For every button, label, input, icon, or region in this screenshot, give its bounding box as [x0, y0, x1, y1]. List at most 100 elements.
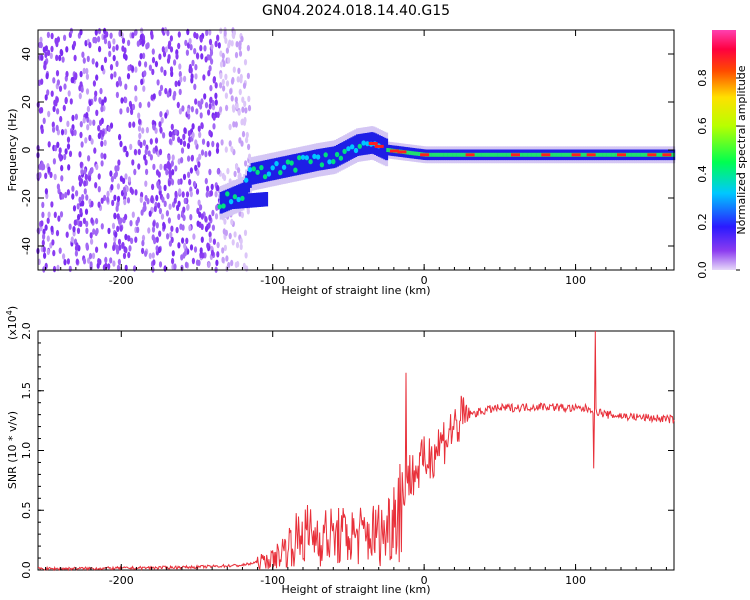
spectrogram-noise-cell — [44, 45, 49, 52]
colorbar-ticks: 0.0 0.2 0.4 0.6 0.8 — [696, 69, 740, 279]
spectrogram-ridge-branch — [245, 193, 249, 208]
spectrogram-bright-cell — [270, 165, 275, 171]
spectrogram-noise-cell — [152, 93, 156, 100]
spectrogram-noise-cell — [148, 210, 152, 217]
spectrogram-noise-cell — [131, 32, 135, 39]
spectrogram-noise-cell — [53, 173, 57, 181]
spectrogram-ylabel: Frequency (Hz) — [6, 109, 19, 192]
spectrogram-noise-cell — [158, 53, 162, 60]
spectrogram-ridge-core — [265, 160, 269, 182]
spectrogram-ridge-core — [296, 153, 299, 176]
spectrogram-cells — [36, 26, 676, 273]
spectrogram-noise-cell — [83, 188, 87, 195]
spectrogram-noise-cell — [44, 188, 49, 195]
spectrogram-noise-cell — [129, 143, 133, 151]
spectrogram-noise-cell — [144, 180, 148, 187]
spectrogram-noise-cell — [198, 153, 202, 160]
spectrogram-noise-cell — [66, 189, 70, 196]
spectrogram-noise-cell — [193, 83, 197, 91]
spectrogram-noise-cell — [44, 172, 48, 179]
spectrogram-noise-cell — [170, 225, 174, 232]
spectrogram-noise-cell — [124, 173, 128, 180]
spectrogram-steady-cell — [406, 150, 410, 155]
spectrogram-noise-cell — [144, 61, 148, 68]
spectrogram-noise-cell — [94, 182, 98, 189]
spectrogram-noise-cell — [64, 148, 68, 155]
spectrogram-noise-cell — [238, 210, 242, 217]
spectrogram-noise-cell — [170, 123, 174, 131]
spectrogram-noise-cell — [179, 223, 183, 230]
spectrogram-noise-cell — [169, 35, 173, 42]
spectrogram-noise-cell — [209, 84, 213, 92]
spectrogram-noise-cell — [97, 132, 101, 140]
spectrogram-noise-cell — [219, 106, 223, 113]
spectrogram-steady-cell — [558, 152, 562, 157]
spectrogram-noise-cell — [67, 164, 71, 171]
spectrogram-steady-cell — [502, 152, 505, 157]
spectrogram-noise-cell — [214, 40, 218, 48]
spectrogram-noise-cell — [199, 247, 203, 254]
spectrogram-noise-cell — [52, 126, 56, 133]
spectrogram-noise-cell — [231, 239, 235, 246]
spectrogram-noise-cell — [145, 168, 149, 176]
spectrogram-noise-cell — [189, 44, 193, 51]
spectrogram-noise-cell — [131, 159, 135, 166]
spectrogram-noise-cell — [110, 184, 114, 191]
spectrogram-noise-cell — [85, 112, 89, 119]
spectrogram-noise-cell — [194, 63, 198, 71]
spectrogram-noise-cell — [73, 54, 77, 62]
spectrogram-noise-cell — [180, 157, 184, 164]
spectrogram-noise-cell — [151, 252, 155, 259]
spectrogram-steady-cell — [479, 152, 482, 157]
spectrogram-peak-cell — [389, 149, 399, 153]
spectrogram-bright-cell — [297, 155, 302, 161]
spectrogram-noise-cell — [111, 222, 116, 230]
spectrogram-noise-cell — [124, 233, 128, 241]
spectrogram-noise-cell — [113, 71, 117, 78]
spectrogram-noise-cell — [86, 105, 90, 113]
spectrogram-noise-cell — [141, 39, 145, 46]
spectrogram-noise-cell — [147, 101, 151, 108]
spectrogram-noise-cell — [67, 90, 71, 97]
spectrogram-noise-cell — [185, 191, 190, 198]
spectrogram-ridge-core — [317, 148, 321, 171]
spectrogram-noise-cell — [137, 148, 141, 156]
spectrogram-steady-cell — [568, 152, 571, 157]
spectrogram-noise-cell — [99, 87, 103, 95]
spectrogram-noise-cell — [60, 175, 64, 182]
spectrogram-noise-cell — [136, 40, 140, 47]
spectrogram-noise-cell — [208, 103, 212, 110]
spectrogram-noise-cell — [159, 84, 164, 92]
spectrogram-noise-cell — [181, 191, 185, 198]
spectrogram-noise-cell — [105, 31, 109, 38]
spectrogram-noise-cell — [104, 242, 108, 249]
spectrogram-noise-cell — [167, 217, 171, 224]
spectrogram-ridge-core — [303, 151, 307, 174]
spectrogram-noise-cell — [204, 177, 208, 185]
spectrogram-ridge-branch — [259, 192, 263, 207]
spectrogram-noise-cell — [42, 233, 46, 240]
spectrogram-noise-cell — [221, 52, 225, 60]
spectrogram-noise-cell — [104, 262, 108, 270]
spectrogram-ytick-label: -20 — [20, 189, 33, 207]
spectrogram-noise-cell — [40, 54, 44, 61]
spectrogram-noise-cell — [232, 121, 236, 128]
spectrogram-noise-cell — [66, 258, 70, 265]
spectrogram-noise-cell — [64, 128, 68, 135]
spectrogram-noise-cell — [97, 173, 101, 180]
spectrogram-ridge-core — [328, 147, 332, 169]
spectrogram-noise-cell — [122, 186, 126, 193]
spectrogram-noise-cell — [54, 37, 58, 45]
spectrogram-noise-cell — [103, 153, 107, 160]
spectrogram-noise-cell — [119, 108, 123, 115]
spectrogram-noise-cell — [85, 227, 89, 234]
spectrogram-steady-cell — [624, 152, 628, 157]
spectrogram-steady-cell — [561, 152, 564, 157]
spectrogram-noise-cell — [209, 190, 213, 197]
spectrogram-noise-cell — [154, 60, 158, 68]
spectrogram-noise-cell — [197, 125, 201, 132]
spectrogram-noise-cell — [50, 201, 54, 208]
spectrogram-noise-cell — [44, 51, 48, 58]
spectrogram-noise-cell — [113, 194, 117, 201]
